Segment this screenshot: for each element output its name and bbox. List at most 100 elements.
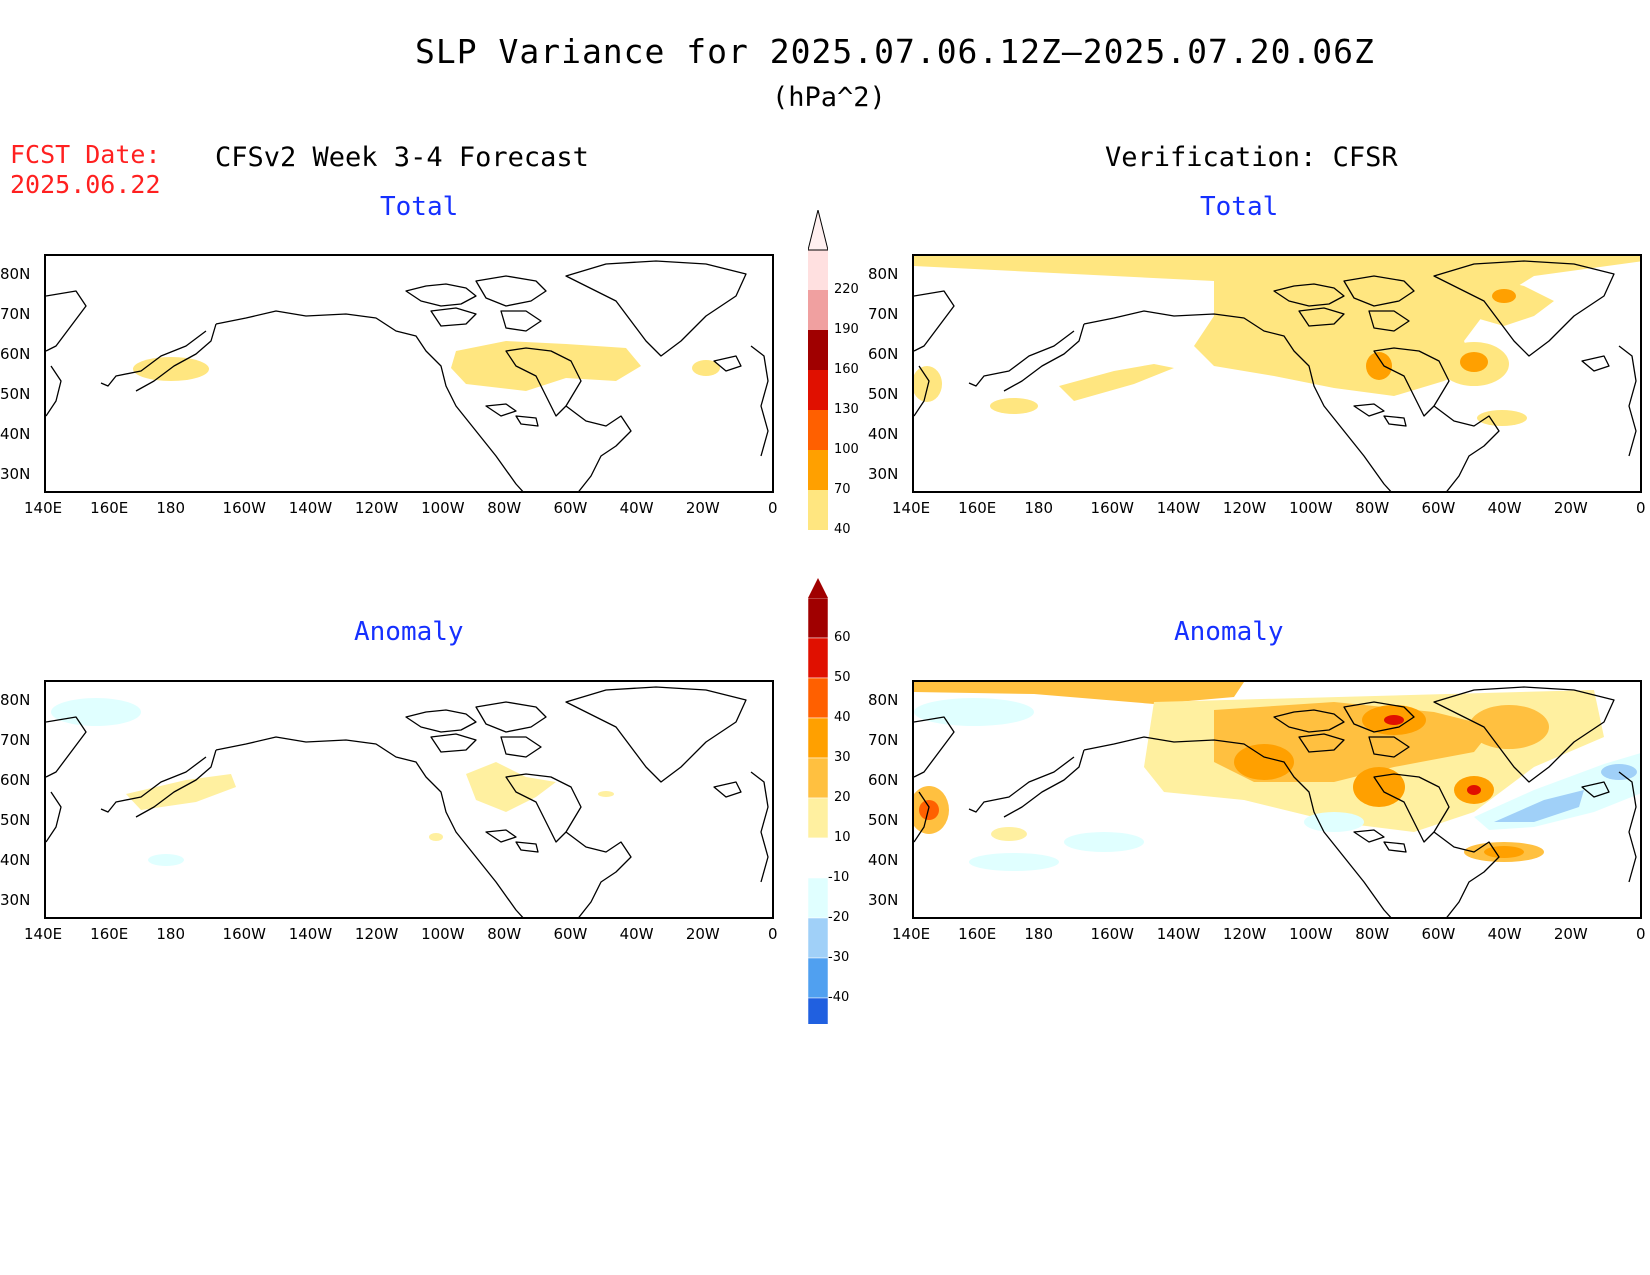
total-colorbar-label: 190	[834, 322, 859, 337]
total-colorbar-label: 160	[834, 362, 859, 377]
lon-label-tr: 180	[1024, 499, 1053, 517]
lon-label-tr: 20W	[1553, 499, 1588, 517]
lon-label-bl: 40W	[619, 925, 654, 943]
total-colorbar	[807, 209, 829, 530]
lat-label-tr: 80N	[868, 265, 899, 283]
lon-label-bl: 60W	[553, 925, 588, 943]
colorbar-swatch	[808, 410, 828, 450]
colorbar-swatch	[807, 917, 829, 959]
lat-label-br: 50N	[868, 811, 899, 829]
total-colorbar-label: 130	[834, 402, 859, 417]
anomaly-colorbar-label: 10	[834, 830, 851, 845]
lon-label-tr: 0	[1636, 499, 1646, 517]
anomaly-colorbar-label: -20	[828, 910, 850, 925]
total-colorbar-label: 70	[834, 482, 851, 497]
shade-region	[1059, 364, 1174, 401]
shade-region	[1353, 767, 1405, 807]
colorbar-swatch	[807, 797, 829, 839]
colorbar-swatch	[807, 957, 829, 999]
lat-label-br: 30N	[868, 891, 899, 909]
lon-label-tl: 100W	[421, 499, 465, 517]
lon-label-tl: 0	[768, 499, 778, 517]
lat-label-tr: 50N	[868, 385, 899, 403]
lat-label-br: 60N	[868, 771, 899, 789]
units-label: (hPa^2)	[772, 82, 886, 113]
lon-label-tl: 80W	[487, 499, 522, 517]
lon-label-br: 160W	[1090, 925, 1134, 943]
anomaly-colorbar-label: 20	[834, 790, 851, 805]
anomaly-colorbar-label: -40	[828, 990, 850, 1005]
lon-label-bl: 20W	[685, 925, 720, 943]
map-top-right	[912, 254, 1642, 493]
lat-label-tl: 30N	[0, 465, 31, 483]
lon-label-tr: 140W	[1156, 499, 1201, 517]
lon-label-bl: 140E	[24, 925, 63, 943]
shade-region	[1484, 846, 1524, 858]
lat-label-tl: 50N	[0, 385, 31, 403]
lon-label-tr: 120W	[1222, 499, 1267, 517]
shade-region	[919, 800, 939, 820]
shade-region	[1492, 289, 1516, 303]
map-top-left	[44, 254, 774, 493]
lon-label-br: 20W	[1553, 925, 1588, 943]
lat-label-br: 70N	[868, 731, 899, 749]
lon-label-tl: 160E	[90, 499, 129, 517]
lon-label-bl: 80W	[487, 925, 522, 943]
lon-label-br: 140E	[892, 925, 931, 943]
anomaly-colorbar-label: -10	[828, 870, 850, 885]
lon-label-bl: 100W	[421, 925, 465, 943]
lon-label-bl: 120W	[354, 925, 399, 943]
shade-region	[1304, 812, 1364, 832]
shade-region	[1467, 785, 1481, 795]
total-colorbar-label: 100	[834, 442, 859, 457]
fcst-date-label: FCST Date:	[10, 140, 161, 169]
right-header: Verification: CFSR	[1105, 142, 1398, 173]
total-colorbar-label: 40	[834, 522, 851, 537]
colorbar-swatch	[807, 877, 829, 919]
shade-region	[148, 854, 184, 866]
shade-region	[991, 827, 1027, 841]
lon-label-br: 140W	[1156, 925, 1201, 943]
colorbar-swatch	[808, 450, 828, 490]
panel-title-top-right: Total	[1200, 192, 1279, 222]
lon-label-br: 60W	[1421, 925, 1456, 943]
lon-label-tr: 60W	[1421, 499, 1456, 517]
lat-label-br: 40N	[868, 851, 899, 869]
lat-label-bl: 30N	[0, 891, 31, 909]
lon-label-bl: 140W	[288, 925, 333, 943]
shade-region	[126, 774, 236, 810]
shade-region	[914, 698, 1034, 726]
colorbar-swatch	[807, 717, 829, 759]
colorbar-swatch	[808, 290, 828, 330]
lat-label-tr: 30N	[868, 465, 899, 483]
lon-label-tr: 40W	[1487, 499, 1522, 517]
lat-label-tr: 70N	[868, 305, 899, 323]
lat-label-bl: 80N	[0, 691, 31, 709]
lon-label-tl: 40W	[619, 499, 654, 517]
lon-label-tl: 160W	[222, 499, 266, 517]
lat-label-br: 80N	[868, 691, 899, 709]
lon-label-tr: 140E	[892, 499, 931, 517]
lon-label-tl: 180	[156, 499, 185, 517]
anomaly-colorbar-label: 30	[834, 750, 851, 765]
shade-region	[914, 256, 1640, 396]
shade-region	[1474, 753, 1640, 830]
shade-region	[1394, 274, 1554, 326]
lon-label-tl: 20W	[685, 499, 720, 517]
shade-region	[1384, 715, 1404, 725]
shade-region	[969, 853, 1059, 871]
shade-region	[1064, 832, 1144, 852]
lat-label-bl: 40N	[0, 851, 31, 869]
shade-region	[990, 398, 1038, 414]
shade-region	[914, 682, 1244, 704]
lon-label-br: 100W	[1289, 925, 1333, 943]
lon-label-bl: 160W	[222, 925, 266, 943]
shade-region	[429, 833, 443, 841]
lat-label-bl: 50N	[0, 811, 31, 829]
total-colorbar-label: 220	[834, 282, 859, 297]
shade-region	[1460, 352, 1488, 372]
lat-label-tl: 80N	[0, 265, 31, 283]
shade-region	[1234, 744, 1294, 780]
left-header: CFSv2 Week 3-4 Forecast	[215, 142, 589, 173]
lon-label-br: 120W	[1222, 925, 1267, 943]
